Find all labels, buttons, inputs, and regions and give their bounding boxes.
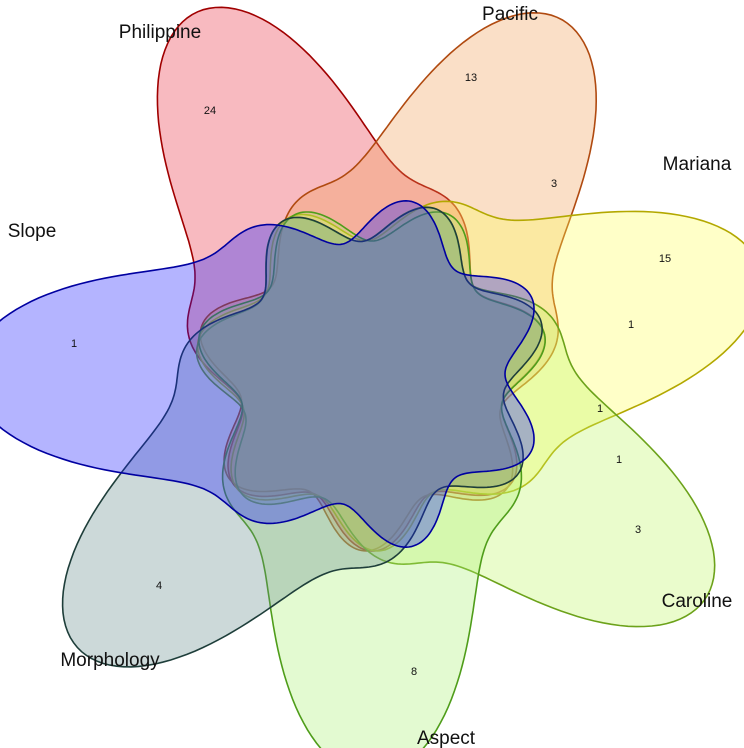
set-shape-pacific xyxy=(199,11,598,552)
set-shape-aspect xyxy=(197,211,547,748)
venn-texts: Philippine Pacific Mariana Caroline Aspe… xyxy=(8,4,733,748)
count-philippine-only: 24 xyxy=(204,105,216,117)
count-caroline-only: 3 xyxy=(635,524,641,536)
count-aspect-only: 8 xyxy=(411,666,417,678)
count-region-b: 1 xyxy=(628,319,634,331)
set-shape-mariana xyxy=(196,200,744,552)
count-region-d: 1 xyxy=(616,454,622,466)
count-region-a: 3 xyxy=(551,178,557,190)
set-shape-morphology xyxy=(61,206,543,668)
count-morphology-only: 4 xyxy=(156,580,162,592)
count-mariana-only: 15 xyxy=(659,253,671,265)
set-label-pacific: Pacific xyxy=(482,4,538,25)
count-pacific-only: 13 xyxy=(465,72,477,84)
venn-petals xyxy=(0,6,744,748)
set-label-philippine: Philippine xyxy=(119,22,201,43)
set-shape-slope xyxy=(0,199,535,549)
set-label-slope: Slope xyxy=(8,221,57,242)
count-region-c: 1 xyxy=(597,403,603,415)
set-shape-philippine xyxy=(156,6,546,552)
set-label-mariana: Mariana xyxy=(663,154,732,175)
set-label-morphology: Morphology xyxy=(60,650,160,671)
set-label-aspect: Aspect xyxy=(417,728,476,748)
set-label-caroline: Caroline xyxy=(662,591,733,612)
count-slope-only: 1 xyxy=(71,338,77,350)
